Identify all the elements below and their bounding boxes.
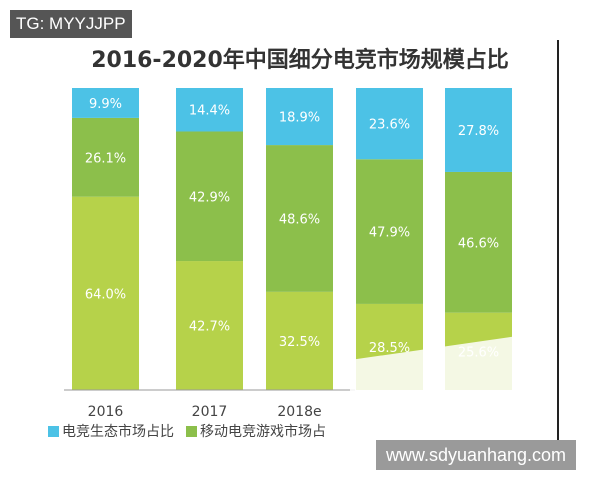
x-tick-label: 2018e (277, 404, 321, 420)
bar-segment (176, 261, 243, 390)
legend-item-mobile: 移动电竞游戏市场占 (186, 421, 326, 441)
data-label: 46.6% (458, 236, 499, 251)
bar-segment (72, 117, 139, 197)
watermark-bottom-right: www.sdyuanhang.com (376, 440, 576, 470)
x-tick-label: 2017 (192, 404, 228, 420)
data-label: 64.0% (85, 287, 126, 302)
data-label: 48.6% (279, 212, 320, 227)
legend: 电竞生态市场占比 移动电竞游戏市场占 (48, 421, 326, 441)
legend-swatch (48, 426, 59, 437)
data-label: 18.9% (279, 111, 320, 126)
bar-segment (266, 291, 333, 390)
bar-segment (356, 88, 423, 160)
bar-segment (266, 88, 333, 146)
fade-overlay (350, 330, 560, 440)
watermark-top-left: TG: MYYJJPP (10, 10, 132, 38)
chart-title: 2016-2020年中国细分电竞市场规模占比 (91, 48, 509, 73)
bar-segment (445, 171, 512, 313)
bar-segment (72, 88, 139, 118)
bar-segment (176, 131, 243, 262)
legend-swatch (186, 426, 197, 437)
bar-segment (356, 159, 423, 304)
data-label: 47.9% (369, 226, 410, 241)
bar-segment (266, 145, 333, 292)
data-label: 9.9% (89, 97, 122, 112)
data-label: 42.9% (189, 190, 230, 205)
data-label: 28.5% (369, 341, 410, 356)
x-tick-label: 2016 (88, 404, 124, 420)
data-label: 14.4% (189, 104, 230, 119)
legend-item-ecosystem: 电竞生态市场占比 (48, 421, 174, 441)
frame-line (557, 40, 559, 440)
legend-label: 移动电竞游戏市场占 (200, 424, 326, 440)
bar-segment (72, 196, 139, 390)
data-label: 23.6% (369, 118, 410, 133)
data-label: 42.7% (189, 320, 230, 335)
data-label: 26.1% (85, 151, 126, 166)
data-label: 32.5% (279, 335, 320, 350)
bar-segment (445, 88, 512, 172)
bar-segment (176, 88, 243, 132)
legend-label: 电竞生态市场占比 (62, 424, 174, 440)
data-label: 27.8% (458, 124, 499, 139)
